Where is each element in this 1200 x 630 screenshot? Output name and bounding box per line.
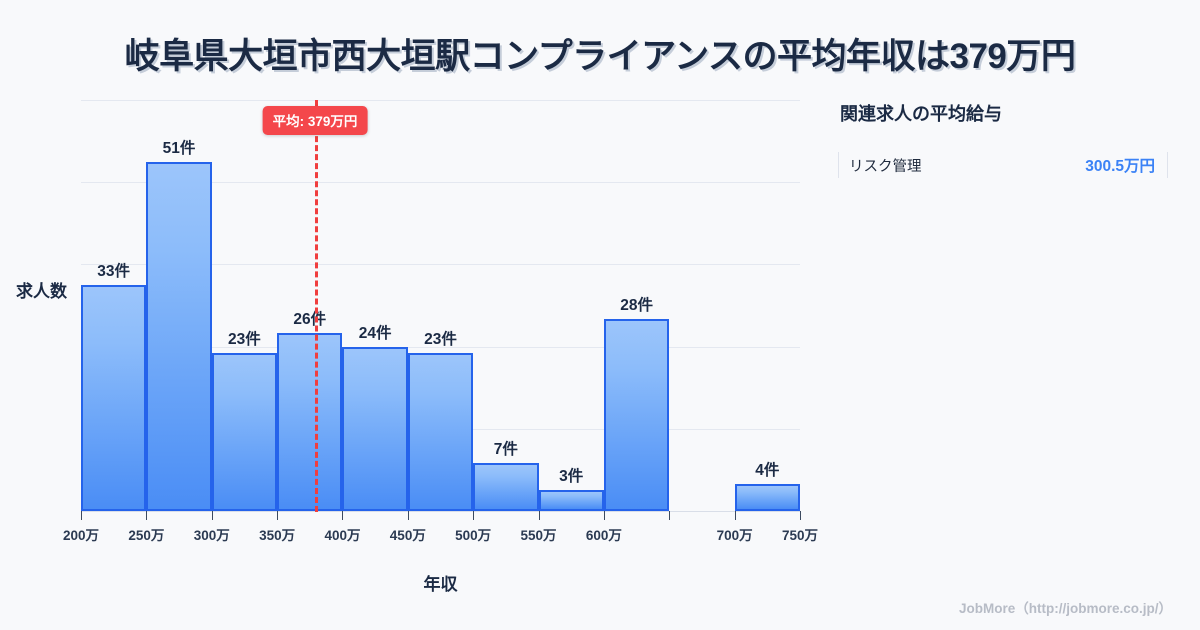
bar-value-label: 24件 [358,324,392,342]
gridline [81,264,800,266]
histogram-bar [342,346,408,511]
bar-value-label: 51件 [162,139,196,157]
x-axis-tick [146,511,148,520]
related-salary-panel: 関連求人の平均給与 リスク管理 300.5万円 [838,100,1168,178]
x-axis-tick [669,511,671,520]
footer-watermark: JobMore（http://jobmore.co.jp/） [959,601,1172,616]
x-axis-tick [603,511,605,520]
related-salary-panel-title: 関連求人の平均給与 [840,104,1002,124]
x-axis-tick [734,511,736,520]
x-axis-tick-label: 750万 [781,528,819,543]
histogram-bar [146,161,212,511]
bar-value-label: 4件 [755,461,780,479]
x-axis-title: 年収 [423,575,458,594]
x-axis-tick [81,511,82,520]
x-axis-tick-label: 450万 [389,528,426,543]
gridline [81,182,800,184]
x-axis-tick [800,511,801,520]
related-salary-list: リスク管理 300.5万円 [838,152,1168,178]
histogram-bar [211,353,278,511]
y-axis-title: 求人数 [16,282,67,301]
bar-value-label: 3件 [559,468,584,486]
x-axis-tick [538,511,540,520]
x-axis-tick [342,511,344,520]
bar-value-label: 23件 [424,331,457,349]
x-axis-tick [407,511,409,520]
histogram-bar [603,319,670,511]
histogram-bar [538,490,604,511]
x-axis-tick-label: 550万 [520,528,557,543]
bar-value-label: 26件 [293,310,327,328]
x-axis-tick-label: 700万 [716,528,753,543]
bar-value-label: 33件 [97,262,131,280]
gridline [81,100,800,101]
x-axis-tick [211,511,213,520]
bar-value-label: 23件 [228,331,261,349]
histogram-bar [81,284,147,511]
x-axis-tick [473,511,475,520]
histogram-bar [473,463,539,511]
x-axis-tick-label: 200万 [62,528,100,543]
bar-value-label: 7件 [493,441,518,459]
salary-row: リスク管理 300.5万円 [838,152,1168,178]
x-axis-tick-label: 400万 [324,528,361,543]
average-salary-badge: 平均: 379万円 [262,106,368,135]
x-axis-tick [277,511,279,520]
x-axis-tick-label: 350万 [259,528,296,543]
x-axis-tick-label: 500万 [455,528,492,543]
page-title: 岐阜県大垣市西大垣駅コンプライアンスの平均年収は379万円 [124,37,1076,76]
x-axis-tick-label: 300万 [193,528,230,543]
x-axis-tick-label: 600万 [585,528,622,543]
x-axis-baseline [81,511,800,512]
histogram-bar [734,483,800,511]
chart-plot-area: 33件 51件 23件 26件 24件 23件 7件 3件 28件 4件 [81,100,800,511]
histogram-bar [277,332,343,511]
bar-value-label: 28件 [620,297,653,315]
gridline [81,346,800,348]
x-axis-tick-label: 250万 [128,528,165,543]
salary-row-value: 300.5万円 [1085,158,1155,175]
average-salary-line [315,100,318,512]
salary-row-name: リスク管理 [849,158,922,175]
histogram-bar [407,353,474,511]
